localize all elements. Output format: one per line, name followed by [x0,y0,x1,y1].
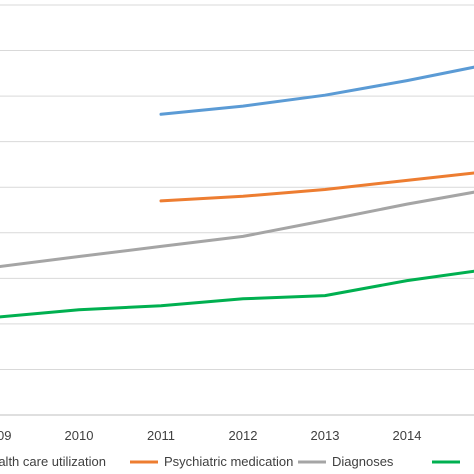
x-axis-tick-labels: 20082009201020112012201320142015 [0,428,422,443]
series-line-0 [159,65,474,116]
legend-label-2: Diagnoses [332,454,394,469]
x-tick-label: 2009 [0,428,11,443]
gridlines [0,4,474,416]
legend-label-0: Mental health care utilization [0,454,106,469]
x-tick-label: 2014 [393,428,422,443]
x-tick-label: 2012 [229,428,258,443]
legend-label-1: Psychiatric medication [164,454,293,469]
series-lines [0,65,474,319]
x-tick-label: 2010 [65,428,94,443]
x-tick-label: 2013 [311,428,340,443]
series-line-2 [0,190,474,269]
legend: Mental health care utilization Psychiatri… [0,454,460,469]
series-line-1 [159,171,474,203]
series-line-3 [0,269,474,319]
x-tick-label: 2011 [147,428,175,443]
